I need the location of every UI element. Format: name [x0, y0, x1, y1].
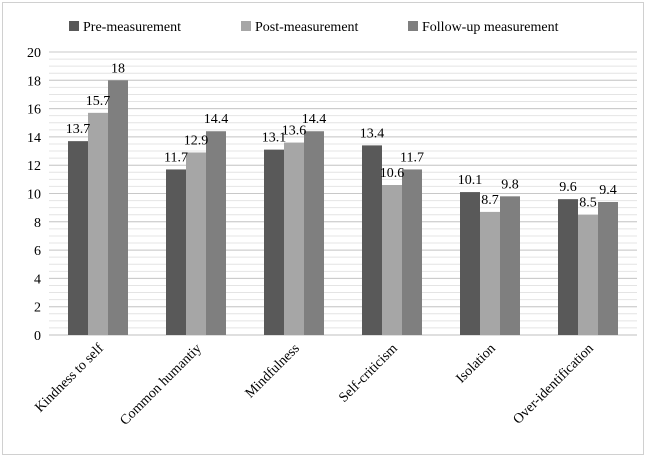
- x-category-label: Over-identification: [511, 341, 597, 427]
- data-label: 13.6: [282, 124, 307, 139]
- bar: [206, 131, 226, 335]
- x-category-label: Mindfulness: [243, 341, 303, 401]
- data-label: 11.7: [164, 150, 188, 165]
- bar: [186, 152, 206, 335]
- data-label: 11.7: [400, 150, 424, 165]
- data-label: 14.4: [302, 112, 327, 127]
- y-tick-label: 4: [34, 272, 41, 287]
- x-category-label: Common humantiy: [118, 341, 205, 428]
- legend-swatch: [69, 21, 79, 31]
- y-tick-label: 10: [27, 188, 41, 203]
- bar: [166, 169, 186, 335]
- y-tick-label: 16: [27, 103, 41, 118]
- legend-label: Post-measurement: [255, 20, 359, 35]
- legend-label: Follow-up measurement: [422, 20, 559, 35]
- bar: [402, 169, 422, 335]
- data-label: 13.4: [360, 126, 385, 141]
- legend-swatch: [241, 21, 251, 31]
- bars: [68, 80, 618, 335]
- data-label: 9.4: [599, 183, 617, 198]
- bar: [304, 131, 324, 335]
- data-label: 13.7: [66, 122, 91, 137]
- data-label: 10.6: [380, 166, 405, 181]
- bar: [264, 149, 284, 335]
- bar: [598, 201, 618, 335]
- x-category-label: Self-criticism: [336, 341, 401, 406]
- y-tick-label: 0: [34, 329, 41, 344]
- data-label: 8.5: [579, 196, 597, 211]
- bar: [284, 142, 304, 335]
- legend: Pre-measurement Post-measurement Follow-up…: [69, 20, 559, 35]
- bar: [108, 80, 128, 335]
- bar: [558, 199, 578, 335]
- gridlines: [49, 51, 637, 336]
- x-category-label: Kindness to self: [32, 341, 107, 416]
- bar: [500, 196, 520, 335]
- data-label: 10.1: [458, 173, 483, 188]
- y-tick-label: 18: [27, 74, 41, 89]
- bar: [460, 192, 480, 335]
- data-label: 18: [111, 61, 125, 76]
- bar-chart: 0 2 4 6 8 10 12 14 16 18 20 Kindness to self Common …: [27, 20, 637, 429]
- bar: [480, 211, 500, 335]
- y-tick-label: 20: [27, 46, 41, 61]
- y-tick-label: 8: [34, 216, 41, 231]
- data-label: 14.4: [204, 112, 229, 127]
- data-label: 9.8: [501, 177, 519, 192]
- data-labels: 13.715.71811.712.914.413.113.614.413.410…: [66, 61, 617, 210]
- data-label: 8.7: [481, 193, 499, 208]
- legend-swatch: [408, 21, 418, 31]
- data-label: 12.9: [184, 133, 209, 148]
- data-label: 15.7: [86, 94, 111, 109]
- y-tick-label: 2: [34, 301, 41, 316]
- y-tick-label: 14: [27, 131, 41, 146]
- bar: [362, 145, 382, 335]
- x-category-label: Isolation: [454, 341, 499, 386]
- bar: [68, 141, 88, 335]
- data-label: 9.6: [559, 180, 577, 195]
- bar: [578, 214, 598, 335]
- data-label: 13.1: [262, 131, 287, 146]
- legend-label: Pre-measurement: [83, 20, 181, 35]
- bar: [88, 112, 108, 335]
- y-tick-label: 6: [34, 244, 41, 259]
- bar: [382, 185, 402, 335]
- y-tick-label: 12: [27, 159, 41, 174]
